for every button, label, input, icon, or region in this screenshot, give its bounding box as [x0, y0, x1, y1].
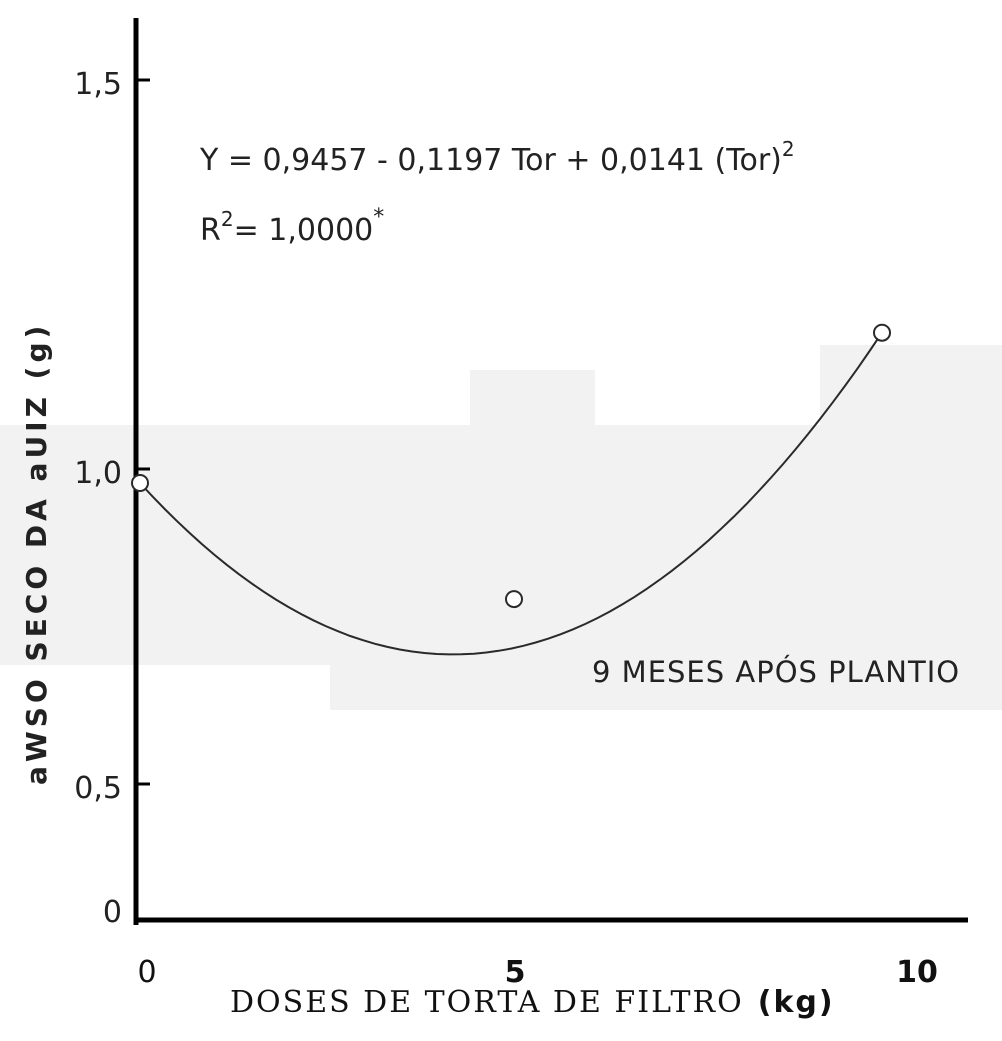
y-tick-label: 0: [103, 895, 122, 930]
y-tick-label: 1,0: [74, 456, 122, 491]
y-tick-label: 0,5: [74, 771, 122, 806]
data-point: [131, 474, 149, 492]
scanned-paper-background: [0, 345, 1002, 710]
x-ticks: 0 5 10: [137, 955, 937, 990]
y-axis-label: aWSO SECO DA aUIZ (g): [20, 322, 53, 785]
data-points: [131, 323, 891, 609]
fit-curve: [139, 332, 883, 656]
equation-text: Y = 0,9457 - 0,1197 Tor + 0,0141 (Tor)2: [199, 137, 795, 178]
x-tick-label: 10: [896, 955, 938, 990]
x-tick-label: 5: [505, 955, 526, 990]
annotation-text: 9 MESES APÓS PLANTIO: [592, 655, 960, 689]
data-point: [873, 323, 891, 342]
y-ticks: 0 0,5 1,0 1,5: [74, 67, 150, 930]
r-squared-text: R2= 1,0000*: [200, 205, 384, 248]
data-point: [505, 590, 523, 609]
x-axis-label: DOSES DE TORTA DE FILTRO (kg): [230, 985, 835, 1020]
x-tick-label: 0: [137, 955, 156, 990]
y-tick-label: 1,5: [74, 67, 122, 102]
